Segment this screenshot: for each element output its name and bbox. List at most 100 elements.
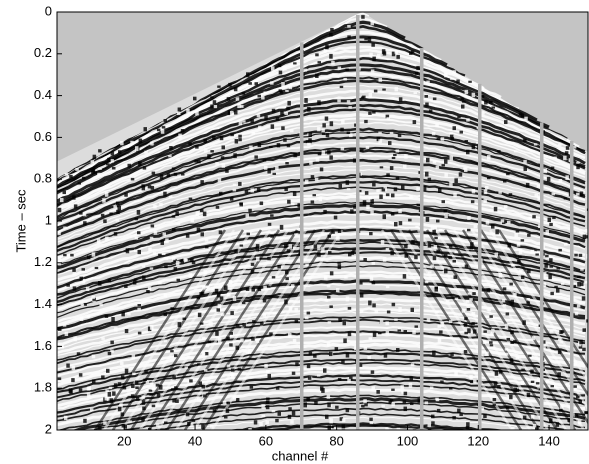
- noise: [99, 304, 103, 307]
- noise: [503, 304, 507, 306]
- noise: [324, 276, 328, 280]
- noise: [266, 405, 270, 409]
- noise: [380, 166, 384, 168]
- noise: [258, 126, 262, 130]
- noise: [118, 407, 122, 412]
- noise: [198, 313, 202, 317]
- noise: [90, 408, 94, 411]
- noise: [202, 352, 206, 355]
- noise: [305, 180, 309, 184]
- noise: [235, 139, 239, 144]
- noise: [112, 167, 116, 170]
- noise: [506, 312, 510, 315]
- noise: [281, 82, 285, 87]
- noise: [433, 98, 437, 101]
- noise: [383, 214, 387, 219]
- noise: [396, 177, 400, 180]
- noise: [374, 90, 378, 93]
- noise: [162, 253, 166, 255]
- noise: [472, 292, 476, 295]
- noise: [457, 409, 461, 414]
- noise: [552, 193, 556, 195]
- noise: [148, 287, 152, 291]
- noise: [72, 269, 76, 273]
- noise: [576, 396, 580, 399]
- noise: [336, 236, 340, 240]
- x-tick-label: 80: [329, 433, 343, 448]
- noise: [491, 224, 495, 229]
- noise: [436, 220, 440, 223]
- noise: [167, 174, 171, 177]
- noise: [284, 300, 288, 305]
- noise: [386, 173, 390, 177]
- noise: [524, 167, 528, 171]
- noise: [189, 379, 193, 382]
- noise: [66, 284, 70, 287]
- noise: [491, 329, 495, 333]
- noise: [509, 193, 513, 196]
- noise: [134, 278, 138, 280]
- noise: [410, 403, 414, 405]
- noise: [348, 307, 352, 310]
- noise: [394, 222, 398, 226]
- noise: [582, 296, 586, 300]
- noise: [468, 81, 472, 83]
- noise: [472, 312, 476, 315]
- noise: [330, 121, 334, 126]
- noise: [264, 116, 268, 120]
- noise: [322, 132, 326, 135]
- noise: [97, 238, 101, 243]
- noise: [144, 151, 148, 154]
- noise: [81, 304, 85, 306]
- noise: [223, 401, 227, 404]
- noise: [368, 196, 372, 199]
- noise: [343, 338, 347, 343]
- noise: [350, 209, 354, 213]
- noise: [275, 419, 279, 422]
- noise: [224, 286, 228, 290]
- noise: [144, 127, 148, 131]
- noise: [112, 391, 116, 395]
- noise: [233, 296, 237, 301]
- noise: [462, 101, 466, 103]
- noise: [361, 15, 365, 19]
- noise: [277, 143, 281, 147]
- noise: [366, 146, 370, 149]
- noise: [411, 50, 415, 53]
- noise: [137, 308, 141, 311]
- noise: [275, 166, 279, 170]
- noise: [251, 188, 255, 192]
- noise: [506, 172, 510, 175]
- y-tick-label: 1.4: [34, 296, 52, 311]
- noise: [398, 307, 402, 312]
- noise: [444, 159, 448, 164]
- noise: [503, 180, 507, 183]
- noise: [471, 200, 475, 203]
- noise: [91, 296, 95, 299]
- noise: [230, 197, 234, 201]
- noise: [335, 406, 339, 409]
- noise: [118, 382, 122, 386]
- noise: [131, 178, 135, 181]
- noise: [340, 128, 344, 132]
- noise: [132, 355, 136, 360]
- noise: [580, 192, 584, 197]
- noise: [328, 251, 332, 253]
- noise: [526, 298, 530, 300]
- noise: [330, 271, 334, 275]
- noise: [382, 189, 386, 192]
- noise: [338, 318, 342, 322]
- noise: [116, 202, 120, 205]
- noise: [368, 301, 372, 306]
- noise: [233, 189, 237, 192]
- noise: [203, 212, 207, 217]
- noise: [219, 230, 223, 234]
- noise: [105, 397, 109, 400]
- noise: [222, 146, 226, 150]
- noise: [425, 172, 429, 177]
- noise: [105, 315, 109, 318]
- noise: [174, 267, 178, 271]
- noise: [381, 240, 385, 245]
- noise: [160, 174, 164, 179]
- noise: [189, 198, 193, 200]
